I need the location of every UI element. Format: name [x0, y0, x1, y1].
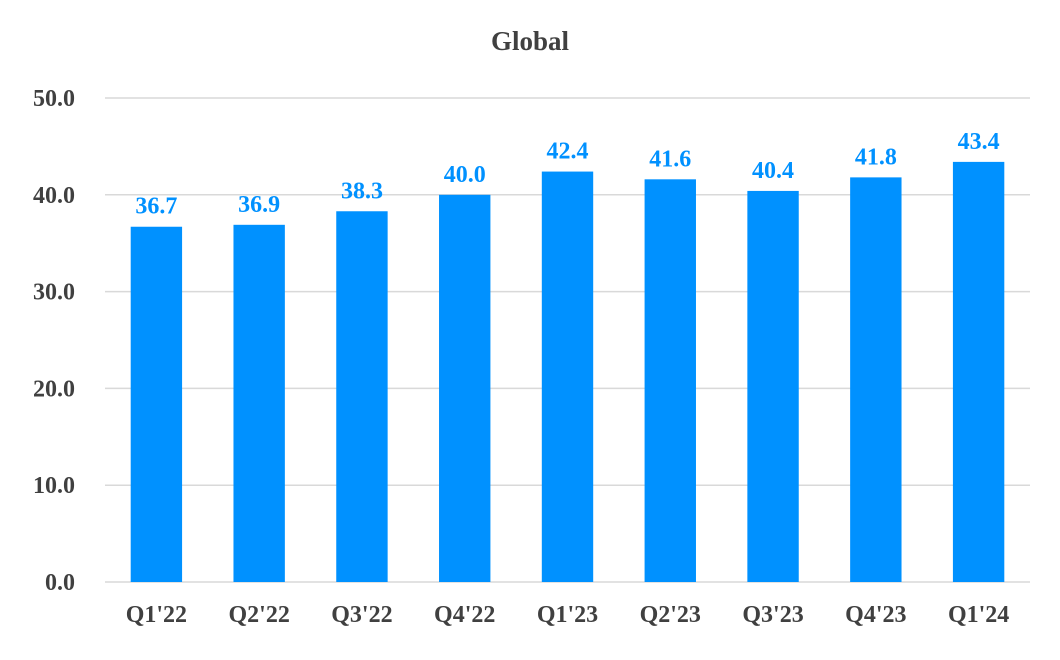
bar — [644, 179, 696, 582]
y-axis: 0.0 10.0 20.0 30.0 40.0 50.0 — [33, 86, 75, 596]
x-tick-label: Q1'23 — [537, 602, 598, 628]
y-tick-label: 20.0 — [33, 376, 75, 402]
data-labels: 36.7 36.9 38.3 40.0 42.4 41.6 40.4 41.8 43.4 — [135, 129, 999, 220]
data-label: 40.0 — [444, 162, 486, 188]
y-tick-label: 0.0 — [45, 570, 75, 596]
data-label: 38.3 — [341, 178, 383, 204]
x-tick-label: Q3'22 — [331, 602, 392, 628]
y-tick-label: 10.0 — [33, 473, 75, 499]
data-label: 36.9 — [238, 192, 280, 218]
x-tick-label: Q4'23 — [845, 602, 906, 628]
x-tick-label: Q2'22 — [228, 602, 289, 628]
bar — [952, 161, 1005, 582]
y-tick-label: 30.0 — [33, 280, 75, 306]
x-tick-label: Q1'22 — [126, 602, 187, 628]
bars — [130, 161, 1005, 583]
x-tick-label: Q1'24 — [948, 602, 1009, 628]
data-label: 41.6 — [649, 146, 691, 172]
data-label: 43.4 — [958, 129, 1000, 155]
bar — [541, 171, 594, 582]
x-tick-label: Q2'23 — [640, 602, 701, 628]
x-tick-label: Q4'22 — [434, 602, 495, 628]
bar — [850, 177, 902, 582]
x-tick-label: Q3'23 — [742, 602, 803, 628]
bar — [130, 226, 183, 582]
data-label: 42.4 — [547, 139, 589, 165]
x-axis: Q1'22 Q2'22 Q3'22 Q4'22 Q1'23 Q2'23 Q3'23 Q4'23… — [126, 602, 1010, 628]
bar — [439, 194, 491, 583]
data-label: 40.4 — [752, 158, 794, 184]
bar — [336, 211, 388, 583]
bar — [747, 190, 799, 583]
y-tick-label: 50.0 — [33, 86, 75, 112]
data-label: 41.8 — [855, 144, 897, 170]
y-tick-label: 40.0 — [33, 183, 75, 209]
data-label: 36.7 — [135, 194, 177, 220]
bar — [233, 224, 285, 583]
chart-title: Global — [491, 26, 570, 56]
